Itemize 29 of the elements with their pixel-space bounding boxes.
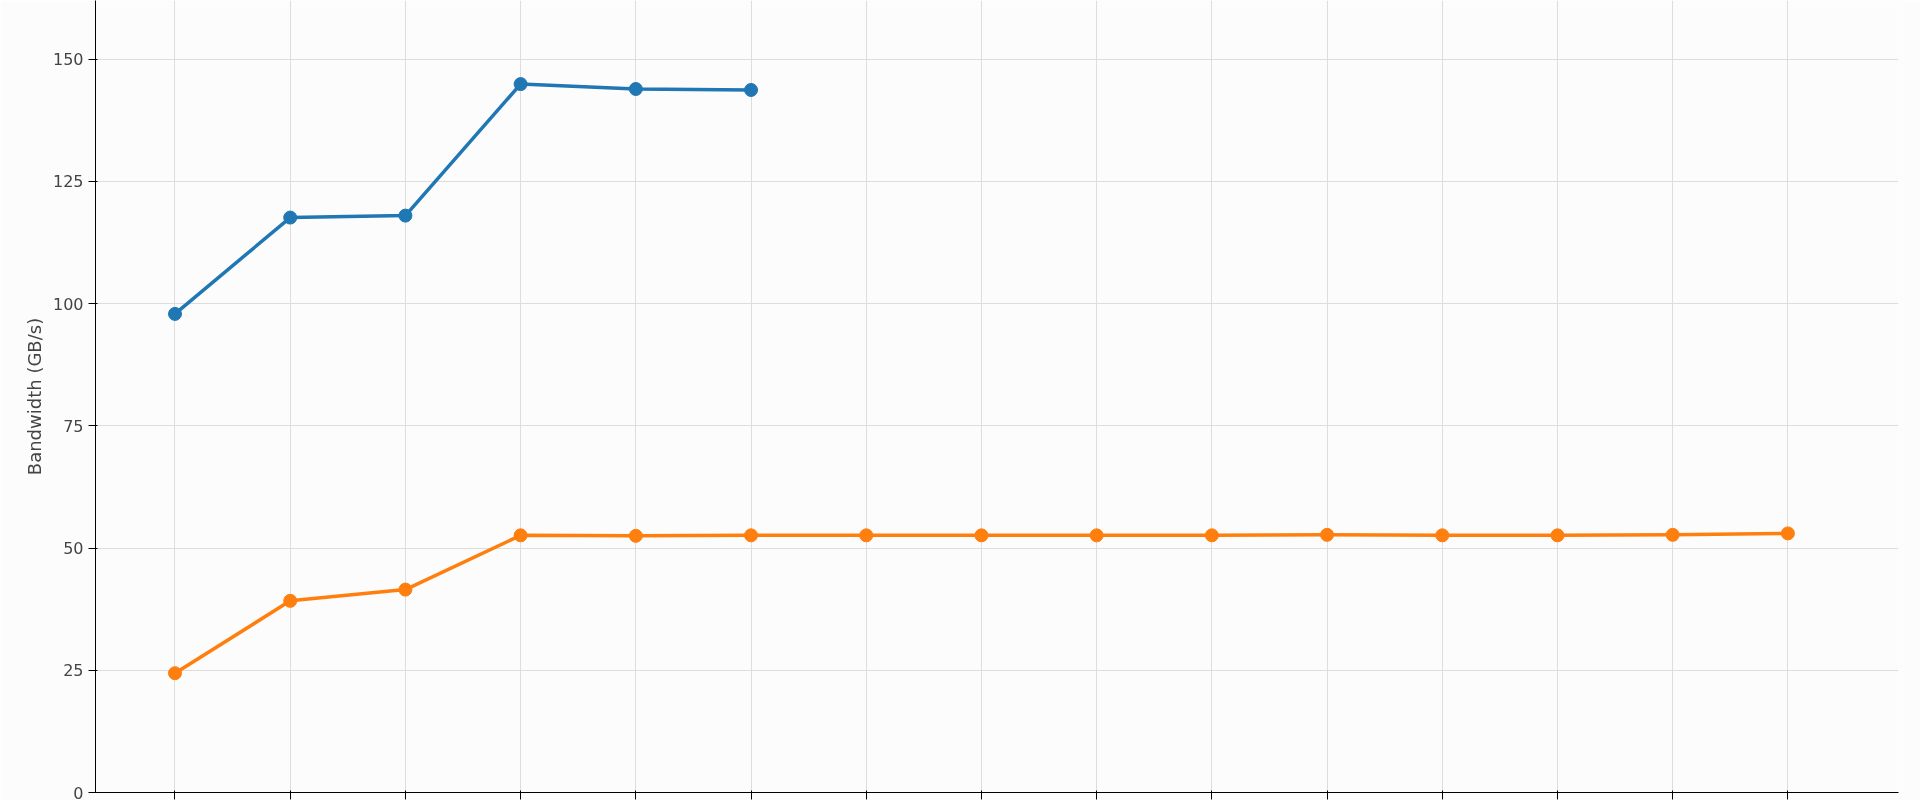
- point: [1550, 528, 1565, 543]
- y-tick-label: 100: [52, 294, 84, 314]
- point: [744, 82, 759, 97]
- point: [398, 582, 413, 597]
- y-tick-label: 150: [52, 50, 84, 70]
- point: [167, 306, 182, 321]
- point: [1665, 527, 1680, 542]
- point: [283, 210, 298, 225]
- point: [283, 593, 298, 608]
- y-tick-label: 25: [63, 661, 84, 681]
- point: [513, 77, 528, 92]
- point: [744, 528, 759, 543]
- y-tick-label: 125: [52, 172, 84, 192]
- point: [513, 528, 528, 543]
- y-axis-title: Bandwidth (GB/s): [23, 317, 45, 476]
- point: [859, 528, 874, 543]
- point: [1435, 528, 1450, 543]
- y-tick-label: 0: [73, 783, 84, 800]
- point: [974, 528, 989, 543]
- point: [1320, 527, 1335, 542]
- point: [1089, 528, 1104, 543]
- point: [1780, 526, 1795, 541]
- point: [398, 208, 413, 223]
- point: [167, 666, 182, 681]
- point: [1204, 528, 1219, 543]
- point: [628, 82, 643, 96]
- y-tick-label: 50: [63, 539, 84, 559]
- y-tick-label: 75: [63, 416, 84, 436]
- point: [628, 528, 643, 543]
